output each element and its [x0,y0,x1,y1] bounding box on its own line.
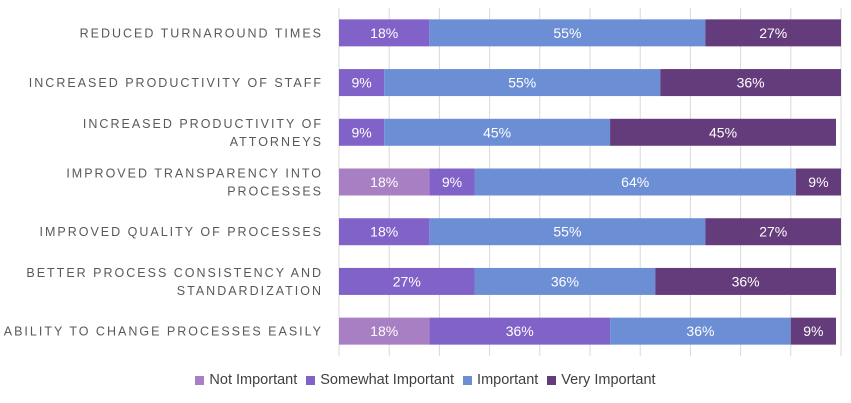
data-label: 9% [803,323,823,339]
bar-segment [429,218,706,246]
data-label: 9% [442,174,462,190]
data-label: 55% [508,75,536,91]
data-label: 45% [483,124,511,140]
legend-label: Important [477,372,539,388]
data-label: 27% [393,273,421,289]
bar-segment [660,69,841,97]
data-label: 27% [759,25,787,41]
legend-label: Not Important [209,372,298,388]
legend-swatch [547,375,557,385]
category-label: INCREASED PRODUCTIVITY OF ATTORNEYS [83,117,323,149]
legend: Not Important Somewhat Important Important… [0,372,851,388]
data-label: 9% [351,75,371,91]
bar-segment [610,317,791,345]
bar-segment [474,267,656,295]
data-label: 36% [506,323,534,339]
data-label: 55% [553,25,581,41]
data-label: 18% [370,25,398,41]
data-label: 55% [553,224,581,240]
category-label: REDUCED TURNAROUND TIMES [80,26,323,40]
bar-segment [795,168,841,196]
category-label: ABILITY TO CHANGE PROCESSES EASILY [4,325,323,339]
legend-swatch [463,375,473,385]
category-label: INCREASED PRODUCTIVITY OF STAFF [29,76,323,90]
bar-segment [339,168,430,196]
data-label: 27% [759,224,787,240]
legend-label: Very Important [561,372,656,388]
legend-swatch [195,375,205,385]
bar-segment [705,19,841,47]
legend-item: Somewhat Important [306,372,454,388]
data-label: 36% [551,273,579,289]
stacked-bar-chart: REDUCED TURNAROUND TIMES INCREASED PRODUC… [4,8,842,356]
bar-segment [384,69,661,97]
data-label: 36% [737,75,765,91]
bars: 18% 55% 27% 9% 55% 36% 9% 45% 45% 18% 9% 64% 9% 18% 55… [339,19,841,345]
category-label: BETTER PROCESS CONSISTENCY AND STANDARDIZ… [26,266,323,298]
data-label: 18% [370,224,398,240]
bar-segment [339,118,385,146]
category-labels: REDUCED TURNAROUND TIMES INCREASED PRODUC… [4,26,323,339]
bar-segment [429,168,475,196]
data-label: 9% [351,124,371,140]
bar-segment [790,317,836,345]
data-label: 18% [370,174,398,190]
bar-segment [339,267,475,295]
bar-segment [610,118,836,146]
bar-segment [429,19,706,47]
data-label: 45% [709,124,737,140]
bar-segment [339,19,430,47]
data-label: 36% [732,273,760,289]
bar-segment [384,118,611,146]
bar-segment [705,218,841,246]
bar-segment [655,267,836,295]
data-label: 64% [621,174,649,190]
bar-segment [429,317,611,345]
legend-item: Not Important [195,372,297,388]
bar-segment [339,317,430,345]
data-label: 18% [370,323,398,339]
legend-swatch [306,375,316,385]
bar-segment [339,218,430,246]
legend-item: Very Important [547,372,656,388]
bar-segment [474,168,796,196]
bar-segment [339,69,385,97]
legend-label: Somewhat Important [320,372,455,388]
category-label: IMPROVED TRANSPARENCY INTO PROCESSES [66,167,323,199]
legend-item: Important [463,372,538,388]
data-label: 36% [686,323,714,339]
data-label: 9% [808,174,828,190]
category-label: IMPROVED QUALITY OF PROCESSES [39,225,323,239]
